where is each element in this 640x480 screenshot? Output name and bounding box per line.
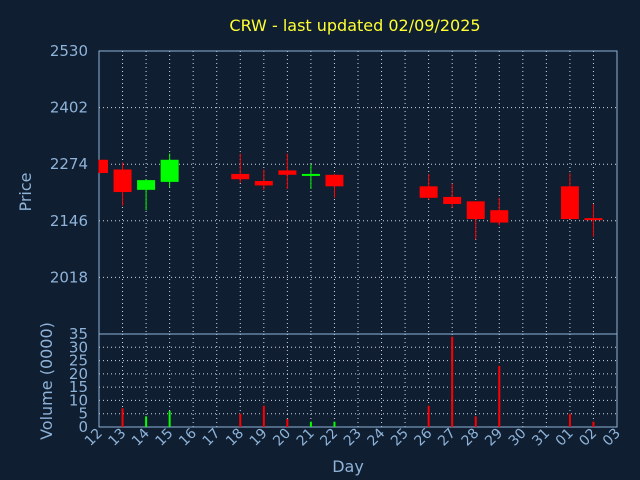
- candle-body: [466, 201, 485, 220]
- price-tick-label: 2146: [50, 212, 88, 230]
- volume-bar: [592, 421, 595, 427]
- x-tick-label: 02: [576, 426, 600, 450]
- candle-body: [443, 196, 462, 204]
- volume-bar: [239, 413, 242, 427]
- x-tick-label: 13: [105, 426, 129, 450]
- volume-tick-label: 10: [69, 391, 88, 409]
- volume-bar: [286, 419, 289, 427]
- volume-bar: [451, 336, 454, 427]
- x-tick-label: 29: [482, 426, 506, 450]
- candle-body: [325, 174, 344, 187]
- volume-tick-label: 30: [69, 338, 88, 356]
- x-tick-label: 19: [247, 426, 271, 450]
- x-tick-label: 31: [529, 426, 553, 450]
- volume-bar: [427, 405, 430, 427]
- candle-body: [113, 169, 132, 193]
- chart-title: CRW - last updated 02/09/2025: [229, 16, 480, 35]
- price-tick-label: 2402: [50, 99, 88, 117]
- x-tick-label: 28: [459, 426, 483, 450]
- x-tick-label: 03: [600, 426, 624, 450]
- volume-bar: [145, 416, 148, 427]
- x-tick-label: 26: [412, 425, 436, 449]
- x-tick-label: 23: [341, 426, 365, 450]
- x-axis-label: Day: [332, 457, 364, 476]
- price-tick-label: 2018: [50, 268, 88, 286]
- volume-bar: [498, 365, 501, 427]
- candle-body: [560, 186, 579, 220]
- candle-body: [301, 173, 320, 176]
- volume-tick-label: 5: [78, 405, 88, 423]
- candle-body: [278, 170, 297, 175]
- x-tick-label: 22: [317, 426, 341, 450]
- x-tick-label: 18: [223, 426, 247, 450]
- volume-bar: [121, 408, 124, 427]
- x-tick-label: 24: [364, 425, 388, 449]
- price-axis-label: Price: [16, 172, 35, 211]
- x-tick-label: 30: [506, 426, 530, 450]
- volume-tick-label: 0: [78, 418, 88, 436]
- volume-tick-label: 20: [69, 365, 88, 383]
- volume-bar: [262, 405, 265, 427]
- x-tick-label: 15: [153, 426, 177, 450]
- price-tick-label: 2530: [50, 42, 88, 60]
- volume-bar: [309, 421, 312, 427]
- x-tick-label: 16: [176, 425, 200, 449]
- candle-body: [160, 159, 179, 182]
- volume-bar: [568, 413, 571, 427]
- volume-bar: [333, 421, 336, 427]
- candle-body: [231, 173, 250, 180]
- volume-axis-label: Volume (0000): [37, 322, 56, 440]
- x-tick-label: 27: [435, 426, 459, 450]
- candle-body: [490, 210, 509, 223]
- candle-body: [137, 180, 156, 190]
- volume-frame: [98, 333, 618, 428]
- x-tick-label: 01: [553, 426, 577, 450]
- x-tick-label: 20: [270, 426, 294, 450]
- x-tick-label: 25: [388, 426, 412, 450]
- volume-tick-label: 25: [69, 352, 88, 370]
- x-tick-label: 17: [200, 426, 224, 450]
- price-tick-label: 2274: [50, 155, 88, 173]
- volume-bar: [168, 411, 171, 427]
- candle-body: [254, 181, 273, 186]
- volume-bar: [474, 416, 477, 427]
- candle-body: [419, 186, 438, 198]
- volume-tick-label: 35: [69, 325, 88, 343]
- x-tick-label: 14: [129, 425, 153, 449]
- x-tick-label: 21: [294, 426, 318, 450]
- price-panel: 2018 2146 2274 2402 2530: [50, 42, 618, 335]
- candle-body: [584, 218, 603, 221]
- volume-tick-label: 15: [69, 378, 88, 396]
- candle-body: [99, 159, 108, 174]
